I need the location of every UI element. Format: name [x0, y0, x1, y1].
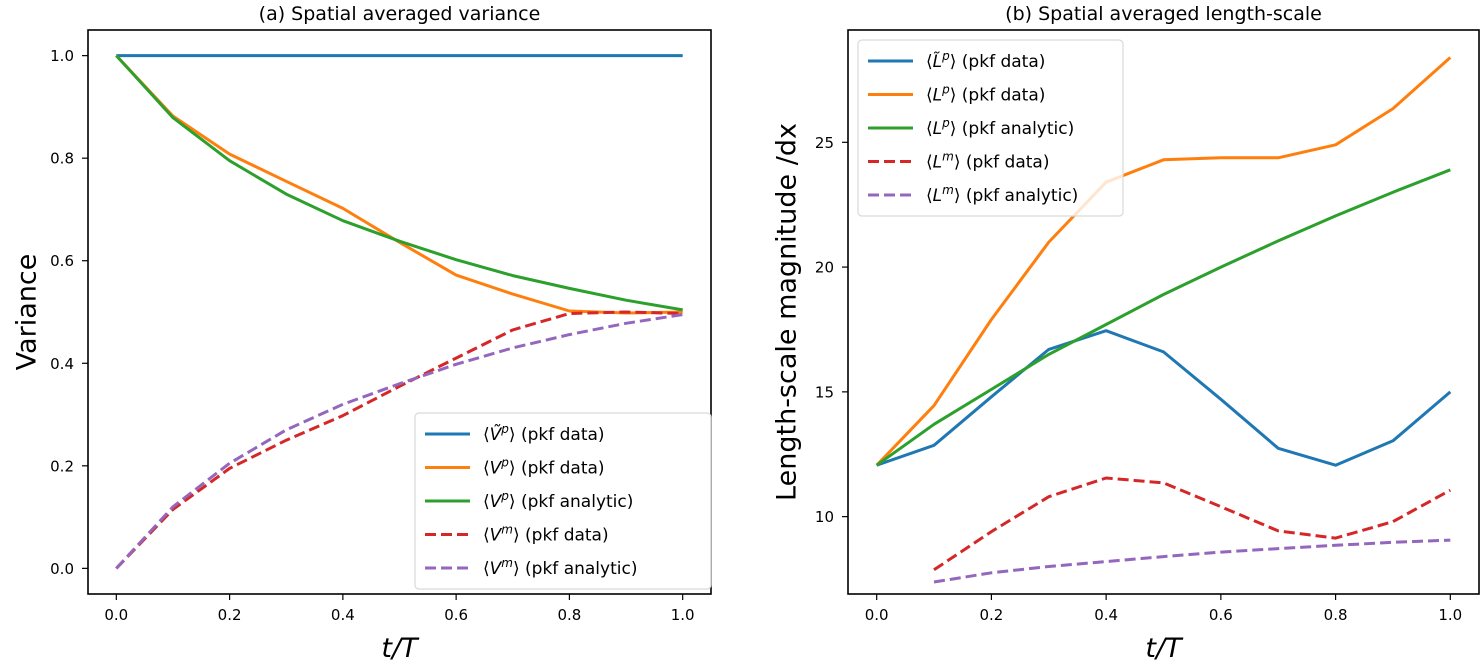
legend-superscript: p: [500, 422, 509, 436]
legend-suffix: (pkf analytic): [962, 119, 1074, 139]
series-line-3: [933, 476, 1452, 572]
legend-entry-3: ⟨Lm⟩ (pkf data): [926, 150, 1049, 173]
legend-superscript: m: [501, 556, 513, 570]
legend-superscript: p: [500, 456, 509, 470]
series-line-1: [875, 56, 1452, 467]
x-tick-label: 0.8: [1324, 606, 1348, 624]
series-line-2: [115, 54, 683, 312]
legend-symbol: L: [933, 186, 942, 206]
legend-superscript: p: [941, 49, 950, 63]
series-line-1: [115, 54, 683, 315]
x-tick-label: 1.0: [671, 606, 695, 624]
y-tick-label: 0.0: [50, 560, 74, 578]
legend-symbol: V: [490, 526, 503, 546]
series-group: [115, 54, 683, 570]
y-tick-label: 20: [815, 259, 834, 277]
legend-suffix: (pkf data): [525, 526, 609, 546]
legend-entry-2: ⟨Vp⟩ (pkf analytic): [483, 489, 633, 512]
legend-entry-4: ⟨Lm⟩ (pkf analytic): [926, 183, 1078, 206]
y-tick-label: 1.0: [50, 47, 74, 65]
legend-entry-4: ⟨Vm⟩ (pkf analytic): [483, 556, 637, 579]
y-tick-label: 0.8: [50, 150, 74, 168]
legend-superscript: m: [501, 523, 513, 537]
y-tick-label: 0.6: [50, 252, 74, 270]
legend-superscript: m: [942, 150, 954, 164]
legend-box: [414, 412, 712, 590]
x-tick-label: 0.2: [979, 606, 1003, 624]
legend-suffix: (pkf analytic): [521, 492, 633, 512]
axes-frame: [87, 29, 712, 595]
legend-superscript: m: [942, 183, 954, 197]
x-tick-label: 0.0: [104, 606, 128, 624]
legend-symbol: V: [490, 459, 503, 479]
series-line-0: [876, 329, 1452, 467]
series-line-3: [115, 310, 683, 570]
legend-suffix: (pkf data): [962, 86, 1046, 106]
legend-symbol: L: [933, 86, 942, 106]
x-tick-label: 0.0: [865, 606, 889, 624]
legend-suffix: (pkf data): [521, 459, 605, 479]
legend-suffix: (pkf data): [962, 52, 1046, 72]
legend-entry-0: ⟨Ṽp⟩ (pkf data): [483, 422, 605, 445]
y-tick-label: 0.4: [50, 355, 74, 373]
legend: ⟨L̃p⟩ (pkf data) ⟨Lp⟩ (pkf data) ⟨Lp⟩ (pkf…: [857, 39, 1124, 217]
legend-symbol: Ṽ: [490, 423, 503, 445]
chart-panel-a: (a) Spatial averaged variance 0.0 0.2 0.4 0.…: [12, 3, 712, 664]
legend-symbol: L: [933, 153, 942, 173]
x-axis-label: t/T: [381, 633, 420, 664]
legend-superscript: p: [500, 489, 509, 503]
y-tick-label: 0.2: [50, 457, 74, 475]
legend-suffix: (pkf data): [521, 425, 605, 445]
chart-panel-b: (b) Spatial averaged length-scale 0.0 0.2 0…: [772, 3, 1480, 664]
x-tick-label: 0.6: [1209, 606, 1233, 624]
x-tick-label: 1.0: [1438, 606, 1462, 624]
legend-suffix: (pkf analytic): [525, 559, 637, 579]
x-tick-label: 0.8: [557, 606, 581, 624]
y-axis-label: Variance: [12, 254, 43, 371]
legend-symbol: V: [490, 559, 503, 579]
legend-symbol: L̃: [933, 51, 942, 72]
y-tick-label: 25: [815, 134, 834, 152]
legend-superscript: p: [941, 83, 950, 97]
axes-frame: [847, 29, 1480, 595]
x-tick-label: 0.4: [331, 606, 355, 624]
legend-entry-3: ⟨Vm⟩ (pkf data): [483, 523, 609, 546]
y-axis-label: Length-scale magnitude /dx: [772, 123, 803, 501]
legend-entry-1: ⟨Vp⟩ (pkf data): [483, 456, 605, 479]
legend-entry-2: ⟨Lp⟩ (pkf analytic): [926, 116, 1074, 139]
series-group: [875, 56, 1452, 584]
legend-suffix: (pkf data): [966, 153, 1050, 173]
chart-title: (a) Spatial averaged variance: [259, 3, 541, 25]
x-tick-label: 0.4: [1094, 606, 1118, 624]
legend-suffix: (pkf analytic): [966, 186, 1078, 206]
x-axis-label: t/T: [1145, 633, 1184, 664]
series-line-4: [933, 538, 1451, 584]
legend-symbol: V: [490, 492, 503, 512]
legend-box: [857, 39, 1124, 217]
x-tick-label: 0.2: [218, 606, 242, 624]
legend: ⟨Ṽp⟩ (pkf data) ⟨Vp⟩ (pkf data) ⟨Vp⟩ (pkf…: [414, 412, 712, 590]
legend-superscript: p: [941, 116, 950, 130]
legend-entry-0: ⟨L̃p⟩ (pkf data): [926, 49, 1045, 72]
x-tick-label: 0.6: [444, 606, 468, 624]
y-tick-label: 10: [815, 508, 834, 526]
y-tick-label: 15: [815, 383, 834, 401]
legend-entry-1: ⟨Lp⟩ (pkf data): [926, 83, 1045, 106]
chart-title: (b) Spatial averaged length-scale: [1005, 3, 1322, 25]
legend-symbol: L: [933, 119, 942, 139]
series-line-4: [115, 313, 683, 570]
series-line-2: [875, 168, 1451, 467]
